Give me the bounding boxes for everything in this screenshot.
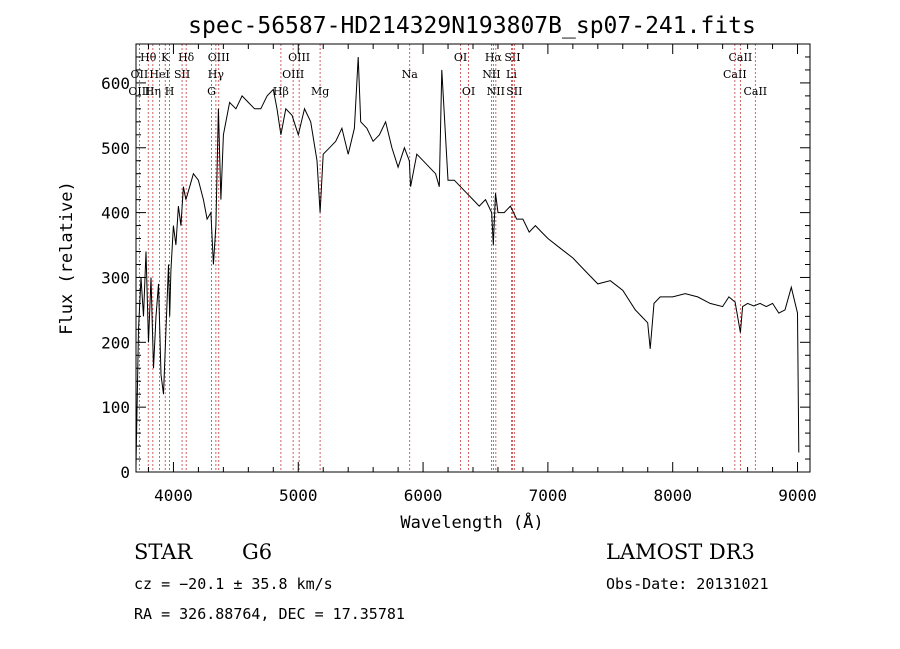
line-marker-label: Hγ [208,68,225,81]
y-tick-label: 200 [101,333,130,352]
line-marker-label: CaII [729,51,753,64]
y-tick-label: 100 [101,398,130,417]
subclass: G6 [242,540,272,564]
line-marker-label: SII [504,51,520,64]
line-marker-label: Mg [311,85,329,98]
y-axis-title: Flux (relative) [57,181,77,335]
line-markers: Hθ OII OIII K HeI Hη Hδ SII H OIII Hγ G OIII OIII Hβ Mg… [128,44,767,472]
line-marker-label: OIII [282,68,304,81]
line-marker-label: H [165,85,175,98]
line-marker-label: HeI [149,68,169,81]
line-marker-label: Hα [485,51,503,64]
x-tick-label: 4000 [154,486,193,505]
line-marker-label: OII [131,68,149,81]
line-marker-label: NII [487,85,505,98]
survey-name: LAMOST DR3 [606,540,755,564]
line-marker-label: Hδ [178,51,195,64]
y-tick-label: 300 [101,268,130,287]
spectrum-line [135,56,800,466]
redshift-readout: cz = −20.1 ± 35.8 km/s [134,575,333,593]
y-tick-label: 0 [120,463,130,482]
line-marker-label: Hθ [140,51,157,64]
line-marker-label: K [161,51,170,64]
line-marker-label: OIII [288,51,310,64]
line-marker-label: OI [454,51,467,64]
obs-date: Obs-Date: 20131021 [606,575,769,593]
line-marker-label: SII [174,68,190,81]
x-tick-label: 9000 [778,486,817,505]
line-marker-label: Na [402,68,419,81]
line-marker-label: NII [482,68,500,81]
x-tick-label: 5000 [279,486,318,505]
object-class: STAR [134,540,193,564]
plot-frame [135,43,811,473]
x-axis-title: Wavelength (Å) [400,511,543,533]
x-tick-label: 8000 [653,486,692,505]
chart-title: spec-56587-HD214329N193807B_sp07-241.fit… [188,13,756,39]
y-tick-label: 400 [101,204,130,223]
x-tick-label: 6000 [404,486,443,505]
y-axis: 0 100 200 300 400 500 600 [101,56,810,482]
line-marker-label: G [207,85,216,98]
line-marker-label: SII [506,85,522,98]
line-marker-label: Hη [145,85,161,98]
line-marker-label: CaII [723,68,747,81]
line-marker-label: CaII [743,85,767,98]
y-tick-label: 500 [101,139,130,158]
line-marker-label: Li [506,68,517,81]
x-tick-label: 7000 [529,486,568,505]
line-marker-label: OI [462,85,475,98]
x-axis: 4000 5000 6000 7000 8000 9000 [147,44,817,505]
coordinates: RA = 326.88764, DEC = 17.35781 [134,605,405,623]
line-marker-label: OIII [208,51,230,64]
line-marker-label: OIII [128,85,150,98]
line-marker-label: Hβ [273,85,289,98]
y-tick-label: 600 [101,74,130,93]
